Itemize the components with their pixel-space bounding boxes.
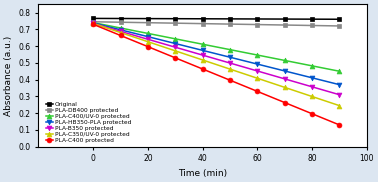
PLA-HB350-PLA protected	[91, 22, 95, 24]
PLA-C400/UV-0 protected	[146, 32, 150, 35]
Original	[282, 18, 287, 20]
Original	[255, 18, 259, 20]
PLA-C350/UV-0 protected	[310, 95, 314, 98]
PLA-B350 protected	[255, 70, 259, 72]
PLA-C400/UV-0 protected	[228, 49, 232, 51]
Original	[310, 18, 314, 20]
PLA-B350 protected	[91, 22, 95, 25]
PLA-C350/UV-0 protected	[91, 22, 95, 25]
PLA-C400 protected	[337, 124, 341, 126]
PLA-C400 protected	[118, 34, 123, 37]
PLA-C400/UV-0 protected	[337, 70, 341, 72]
PLA-C400 protected	[146, 46, 150, 48]
PLA-C400 protected	[200, 68, 205, 70]
PLA-C350/UV-0 protected	[173, 50, 177, 52]
PLA-DB400 protected	[337, 25, 341, 27]
PLA-B350 protected	[146, 38, 150, 40]
PLA-HB350-PLA protected	[118, 29, 123, 31]
Line: PLA-C400/UV-0 protected: PLA-C400/UV-0 protected	[91, 20, 342, 74]
PLA-DB400 protected	[255, 23, 259, 26]
Original	[146, 17, 150, 20]
PLA-HB350-PLA protected	[337, 84, 341, 86]
PLA-B350 protected	[228, 62, 232, 64]
PLA-HB350-PLA protected	[173, 42, 177, 45]
PLA-C350/UV-0 protected	[255, 77, 259, 79]
PLA-B350 protected	[200, 54, 205, 56]
PLA-C400 protected	[91, 23, 95, 25]
PLA-HB350-PLA protected	[146, 35, 150, 38]
PLA-HB350-PLA protected	[228, 56, 232, 58]
PLA-DB400 protected	[200, 23, 205, 25]
PLA-C350/UV-0 protected	[200, 59, 205, 61]
PLA-C400/UV-0 protected	[255, 54, 259, 56]
PLA-DB400 protected	[146, 22, 150, 24]
Original	[173, 18, 177, 20]
Legend: Original, PLA-DB400 protected, PLA-C400/UV-0 protected, PLA-HB350-PLA protected,: Original, PLA-DB400 protected, PLA-C400/…	[45, 101, 132, 144]
PLA-C350/UV-0 protected	[118, 31, 123, 34]
PLA-DB400 protected	[282, 24, 287, 26]
Y-axis label: Absorbance (a.u.): Absorbance (a.u.)	[4, 35, 13, 116]
PLA-DB400 protected	[228, 23, 232, 25]
PLA-C400/UV-0 protected	[91, 21, 95, 24]
PLA-C400/UV-0 protected	[173, 38, 177, 40]
Line: Original: Original	[91, 16, 342, 22]
PLA-C400/UV-0 protected	[310, 65, 314, 67]
PLA-B350 protected	[282, 78, 287, 80]
PLA-B350 protected	[310, 86, 314, 88]
PLA-B350 protected	[337, 94, 341, 96]
PLA-C400/UV-0 protected	[200, 43, 205, 45]
Original	[228, 18, 232, 20]
PLA-C400 protected	[173, 57, 177, 59]
PLA-C400 protected	[255, 90, 259, 92]
PLA-HB350-PLA protected	[282, 70, 287, 72]
PLA-C400 protected	[282, 101, 287, 104]
PLA-DB400 protected	[173, 22, 177, 24]
Original	[200, 18, 205, 20]
PLA-DB400 protected	[310, 24, 314, 27]
PLA-C400/UV-0 protected	[118, 27, 123, 29]
PLA-HB350-PLA protected	[200, 49, 205, 52]
Line: PLA-B350 protected: PLA-B350 protected	[91, 21, 342, 97]
PLA-DB400 protected	[118, 21, 123, 23]
PLA-C350/UV-0 protected	[337, 104, 341, 107]
PLA-C400/UV-0 protected	[282, 59, 287, 62]
PLA-HB350-PLA protected	[255, 63, 259, 65]
Original	[337, 18, 341, 20]
Original	[91, 17, 95, 19]
Line: PLA-C400 protected: PLA-C400 protected	[91, 22, 342, 127]
PLA-C350/UV-0 protected	[228, 68, 232, 70]
X-axis label: Time (min): Time (min)	[178, 169, 227, 178]
Line: PLA-DB400 protected: PLA-DB400 protected	[91, 19, 342, 28]
Line: PLA-HB350-PLA protected: PLA-HB350-PLA protected	[91, 21, 342, 87]
PLA-C400 protected	[228, 79, 232, 81]
PLA-C350/UV-0 protected	[282, 86, 287, 88]
PLA-C350/UV-0 protected	[146, 41, 150, 43]
Original	[118, 17, 123, 20]
PLA-DB400 protected	[91, 21, 95, 23]
PLA-B350 protected	[118, 30, 123, 32]
PLA-HB350-PLA protected	[310, 77, 314, 79]
Line: PLA-C350/UV-0 protected: PLA-C350/UV-0 protected	[91, 21, 342, 108]
PLA-C400 protected	[310, 113, 314, 115]
PLA-B350 protected	[173, 46, 177, 48]
